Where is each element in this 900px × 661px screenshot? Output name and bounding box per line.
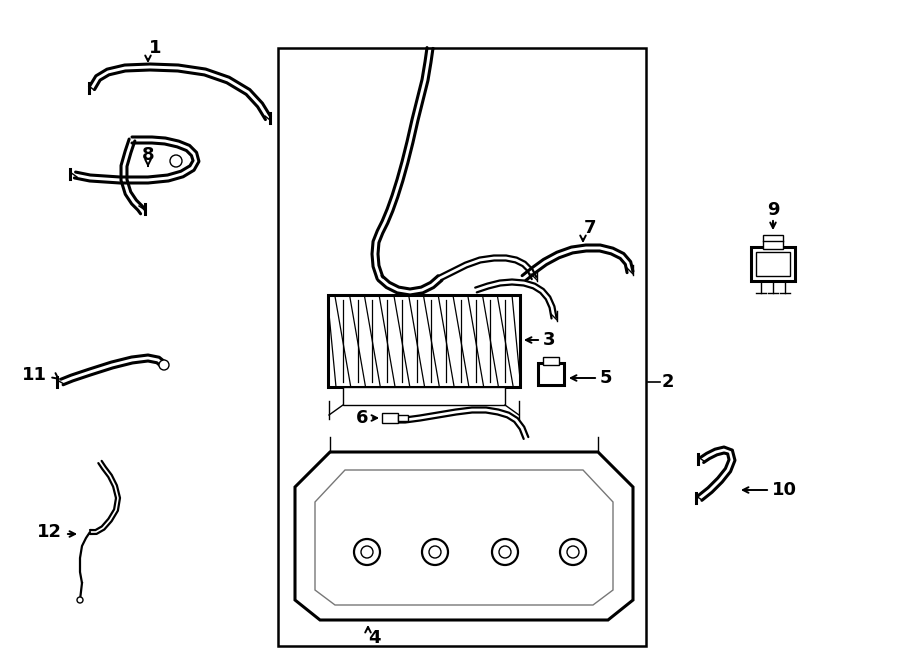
- Text: 12: 12: [37, 523, 62, 541]
- Text: 11: 11: [22, 366, 47, 384]
- Bar: [343, 387, 505, 405]
- Circle shape: [567, 546, 579, 558]
- Text: 10: 10: [772, 481, 797, 499]
- Circle shape: [429, 546, 441, 558]
- Text: 1: 1: [148, 39, 161, 57]
- Text: 3: 3: [543, 331, 555, 349]
- Text: 2: 2: [662, 373, 674, 391]
- Bar: [763, 235, 783, 249]
- Text: 4: 4: [368, 629, 381, 647]
- Circle shape: [492, 539, 518, 565]
- Text: 9: 9: [767, 201, 779, 219]
- Circle shape: [499, 546, 511, 558]
- Bar: [538, 363, 564, 385]
- Circle shape: [354, 539, 380, 565]
- Circle shape: [159, 360, 169, 370]
- Bar: [328, 295, 520, 387]
- Bar: [543, 357, 559, 365]
- Polygon shape: [295, 452, 633, 620]
- Circle shape: [560, 539, 586, 565]
- Text: 8: 8: [141, 146, 154, 164]
- Bar: [398, 415, 408, 421]
- Text: 7: 7: [584, 219, 596, 237]
- Text: 6: 6: [356, 409, 368, 427]
- Bar: [278, 48, 646, 646]
- Bar: [756, 252, 790, 276]
- Circle shape: [422, 539, 448, 565]
- Text: 5: 5: [600, 369, 613, 387]
- Bar: [382, 413, 398, 423]
- Circle shape: [77, 597, 83, 603]
- Bar: [751, 247, 795, 281]
- Circle shape: [361, 546, 373, 558]
- Circle shape: [170, 155, 182, 167]
